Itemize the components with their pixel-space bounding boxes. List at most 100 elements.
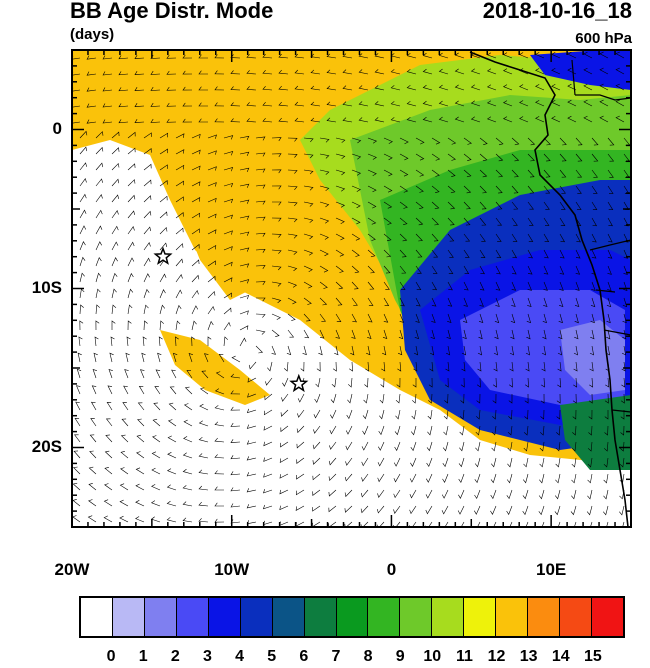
wind-barb [207,336,212,346]
wind-barb [415,185,424,193]
wind-barb [399,313,405,323]
wind-barb [127,179,136,187]
wind-barb [525,345,531,356]
wind-barb [127,163,136,171]
wind-barb [422,52,433,59]
colorbar-label: 5 [267,648,277,665]
wind-barb [127,194,136,203]
wind-barb [183,403,193,411]
wind-barb [543,153,551,162]
wind-barb [559,233,566,243]
wind-barb [110,336,115,347]
wind-barb [278,85,289,91]
wind-barb [583,83,593,91]
wind-barb [125,352,130,363]
wind-barb [607,233,613,243]
wind-barb [143,148,152,155]
wind-barb [475,409,481,420]
wind-barb [111,147,120,155]
wind-barb [364,377,369,388]
wind-barb [559,201,566,210]
wind-barb [111,194,119,203]
wind-barb [445,345,451,356]
wind-barb [502,84,513,91]
wind-barb [143,304,149,315]
wind-barb [214,470,225,475]
wind-barb [361,473,369,482]
wind-barb [143,210,152,219]
wind-barb [159,242,168,251]
wind-barb [590,313,595,324]
wind-barb [104,483,113,491]
wind-barb [207,305,215,315]
wind-barb [463,281,469,291]
wind-barb [271,169,282,174]
wind-barb [406,68,417,75]
wind-barb [246,488,257,493]
wind-barb [591,217,598,227]
wind-barb [573,361,578,372]
wind-barb [556,409,561,420]
wind-barb [571,441,577,452]
wind-barb [604,410,609,420]
wind-barb [411,393,417,404]
wind-barb [415,137,425,145]
wind-barb [255,200,266,205]
wind-barb [463,201,471,210]
wind-barb [583,67,593,75]
wind-barb [151,484,161,491]
wind-barb [198,501,209,507]
wind-barb [143,288,150,299]
wind-barb [429,361,434,372]
wind-barb [335,201,346,208]
wind-barb [207,197,217,203]
wind-barb [615,67,625,75]
wind-barb [175,149,185,155]
wind-barb [510,329,515,340]
wind-barb [166,484,177,491]
wind-barb [543,249,549,259]
wind-barb [463,137,472,145]
wind-barb [540,393,545,404]
wind-barb [555,473,561,484]
wind-barb [287,297,297,305]
colorbar-cell [304,598,337,636]
wind-barb [79,193,87,203]
wind-barb [559,185,566,194]
wind-barb [207,275,216,283]
colorbar [79,596,625,638]
wind-barb [540,409,545,420]
wind-barb [415,217,424,226]
wind-barb [441,521,449,527]
wind-barb [495,265,501,275]
colorbar-cell [176,598,209,636]
wind-barb [415,313,420,323]
wind-barb [541,377,545,388]
lon-tick-label: 0 [386,560,397,579]
wind-barb [575,281,580,291]
wind-barb [591,281,596,291]
wind-barb [287,153,298,158]
wind-barb [127,288,134,299]
wind-barb [441,505,449,515]
wind-barb [507,425,513,436]
wind-barb [351,185,361,192]
wind-barb [287,281,298,288]
wind-barb [590,521,593,527]
wind-barb [543,281,548,291]
wind-barb [150,500,161,507]
wind-barb [559,281,564,291]
wind-barb [426,441,433,452]
wind-barb [150,86,161,91]
wind-barb [478,329,483,340]
wind-barb [526,329,531,340]
wind-barb [406,52,417,59]
wind-barb [571,489,577,500]
wind-barb [95,178,103,187]
wind-barb [166,118,177,123]
wind-barb [575,201,582,210]
wind-barb [198,86,209,91]
wind-barb [621,377,626,388]
wind-barb [410,425,417,436]
wind-barb [120,451,129,459]
